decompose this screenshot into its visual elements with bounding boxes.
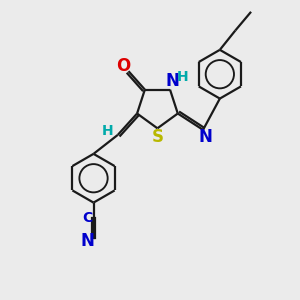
Text: H: H <box>177 70 188 84</box>
Text: N: N <box>165 72 179 90</box>
Text: S: S <box>152 128 164 146</box>
Text: N: N <box>80 232 94 250</box>
Text: N: N <box>199 128 212 146</box>
Text: O: O <box>116 57 130 75</box>
Text: H: H <box>102 124 114 138</box>
Text: C: C <box>82 211 92 225</box>
